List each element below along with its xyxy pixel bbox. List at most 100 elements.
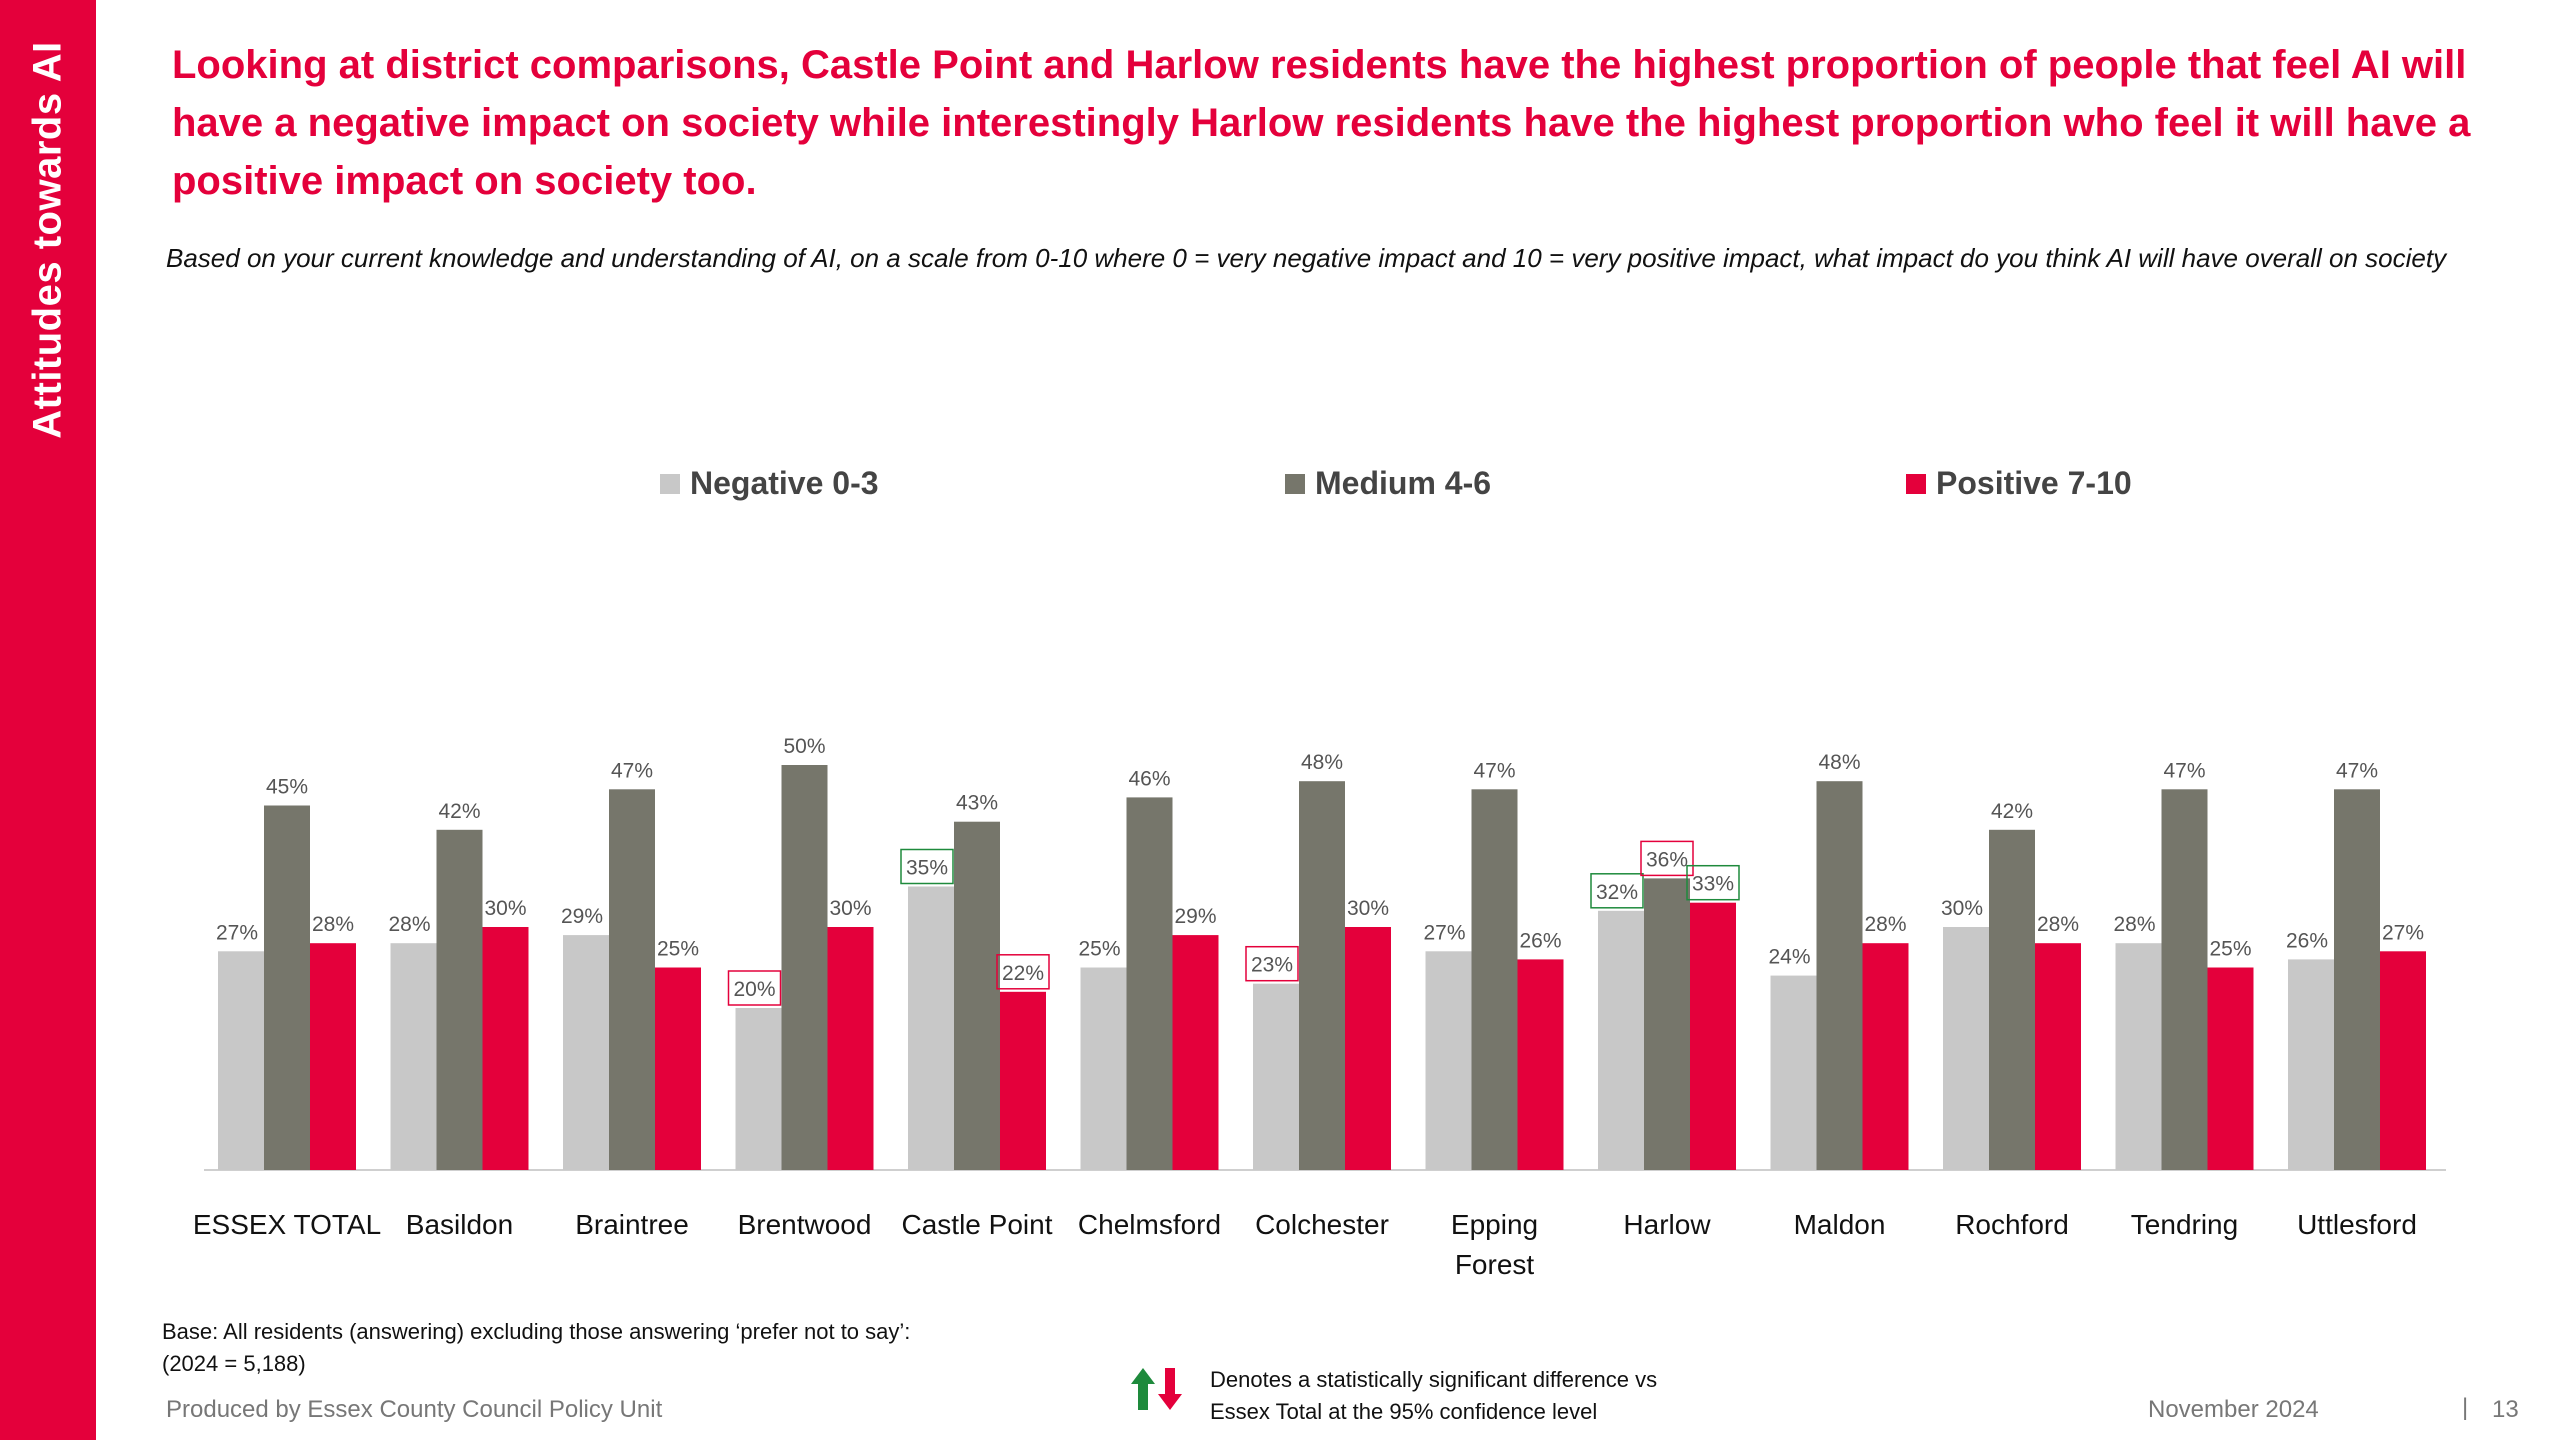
significance-box [900,848,954,885]
bar [2161,789,2208,1170]
bar [1989,829,2035,1170]
data-label: 28% [312,913,354,936]
red-down-arrow-icon [1158,1368,1182,1410]
category-label: ESSEX TOTAL [193,1209,381,1240]
category-label: Basildon [406,1209,513,1240]
data-label: 25% [2209,938,2251,961]
data-label: 32% [1596,881,1638,904]
data-label: 30% [484,897,526,920]
bar [1862,943,1909,1170]
data-label: 47% [611,759,653,782]
category-label: Tendring [2131,1209,2238,1240]
data-label: 45% [266,776,308,799]
data-label: 30% [1347,897,1389,920]
bar [735,1008,782,1170]
significance-box [1640,840,1694,877]
bar [609,789,655,1170]
bar [563,935,609,1170]
bar [1598,910,1644,1170]
sig-note-line-2: Essex Total at the 95% confidence level [1210,1399,1598,1424]
bar [1126,797,1173,1170]
bar-chart: Negative 0-3 Medium 4-6 Positive 7-10 27% 45… [193,465,2446,1280]
significance-box [727,970,782,1006]
bar [1644,878,1690,1170]
significance-box [1590,873,1644,909]
data-label: 47% [1473,759,1515,782]
bar [1471,789,1518,1170]
category-label: Castle Point [902,1209,1053,1240]
page-separator: | [2462,1394,2469,1421]
bar [310,943,356,1170]
bar [655,967,701,1170]
data-label: 27% [216,921,258,944]
category-label: Epping [1451,1209,1538,1240]
bar [390,943,437,1170]
bar [2380,951,2426,1170]
bar [781,765,828,1170]
survey-question: Based on your current knowledge and unde… [166,243,2447,273]
bar [482,927,529,1170]
data-label: 26% [1519,929,1561,952]
data-label: 48% [1818,751,1860,774]
bar [1517,959,1564,1170]
data-label: 46% [1128,767,1170,790]
bar [2207,967,2254,1170]
data-label: 23% [1251,954,1293,977]
data-label: 33% [1692,873,1734,896]
legend-label: Negative 0-3 [690,465,879,501]
significance-arrows-icon [1131,1368,1182,1410]
bar [1253,983,1299,1170]
category-label: Braintree [575,1209,689,1240]
data-label: 29% [561,905,603,928]
bar [908,886,954,1170]
bar [1000,991,1046,1170]
legend-label: Positive 7-10 [1936,465,2132,501]
data-label: 25% [1078,938,1120,961]
data-label: 24% [1768,946,1810,969]
legend-label: Medium 4-6 [1315,465,1491,501]
bar [2288,959,2334,1170]
category-label: Brentwood [738,1209,872,1240]
category-label: Colchester [1255,1209,1389,1240]
headline: Looking at district comparisons, Castle … [172,43,2471,203]
green-up-arrow-icon [1131,1368,1155,1410]
data-label: 25% [657,938,699,961]
bar [264,805,310,1170]
category-label: Maldon [1794,1209,1886,1240]
data-label: 28% [2037,913,2079,936]
data-label: 26% [2286,929,2328,952]
data-label: 22% [1002,962,1044,985]
sig-note-line-1: Denotes a statistically significant diff… [1210,1367,1658,1392]
data-label: 50% [783,735,825,758]
bar [1299,781,1345,1170]
category-label: Forest [1455,1249,1535,1280]
data-label: 48% [1301,751,1343,774]
bar [1816,781,1863,1170]
bar [2035,943,2081,1170]
bar [2334,789,2380,1170]
bar [954,821,1000,1170]
data-label: 42% [1991,800,2033,823]
category-label: Uttlesford [2297,1209,2417,1240]
significance-box [996,954,1050,990]
bar [1770,975,1817,1170]
bar [1943,927,1989,1170]
side-band: Attitudes towards AI [0,0,96,1440]
data-label: 27% [1423,921,1465,944]
data-label: 30% [1941,897,1983,920]
significance-box [1245,945,1299,982]
data-label: 47% [2163,759,2205,782]
report-date: November 2024 [2148,1396,2319,1423]
bar [1690,902,1736,1170]
bar [2115,943,2162,1170]
data-label: 47% [2336,759,2378,782]
data-label: 30% [829,897,871,920]
legend-swatch [1285,474,1305,494]
base-line-2: (2024 = 5,188) [162,1351,306,1376]
page-number: 13 [2492,1396,2519,1423]
data-label: 42% [438,800,480,823]
category-label: Rochford [1955,1209,2069,1240]
data-label: 20% [733,978,775,1001]
significance-box [1686,864,1740,901]
data-label: 28% [388,913,430,936]
